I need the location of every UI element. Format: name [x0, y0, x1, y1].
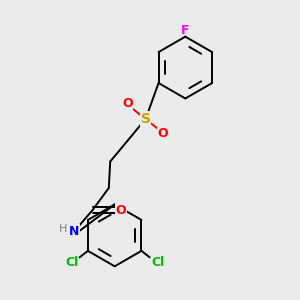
Text: H: H [59, 224, 67, 234]
Text: O: O [122, 97, 133, 110]
Text: F: F [181, 24, 190, 37]
Text: Cl: Cl [151, 256, 164, 268]
Text: N: N [69, 225, 80, 238]
Text: O: O [157, 127, 168, 140]
Text: S: S [141, 112, 151, 126]
Text: O: O [116, 204, 127, 217]
Text: Cl: Cl [65, 256, 78, 268]
